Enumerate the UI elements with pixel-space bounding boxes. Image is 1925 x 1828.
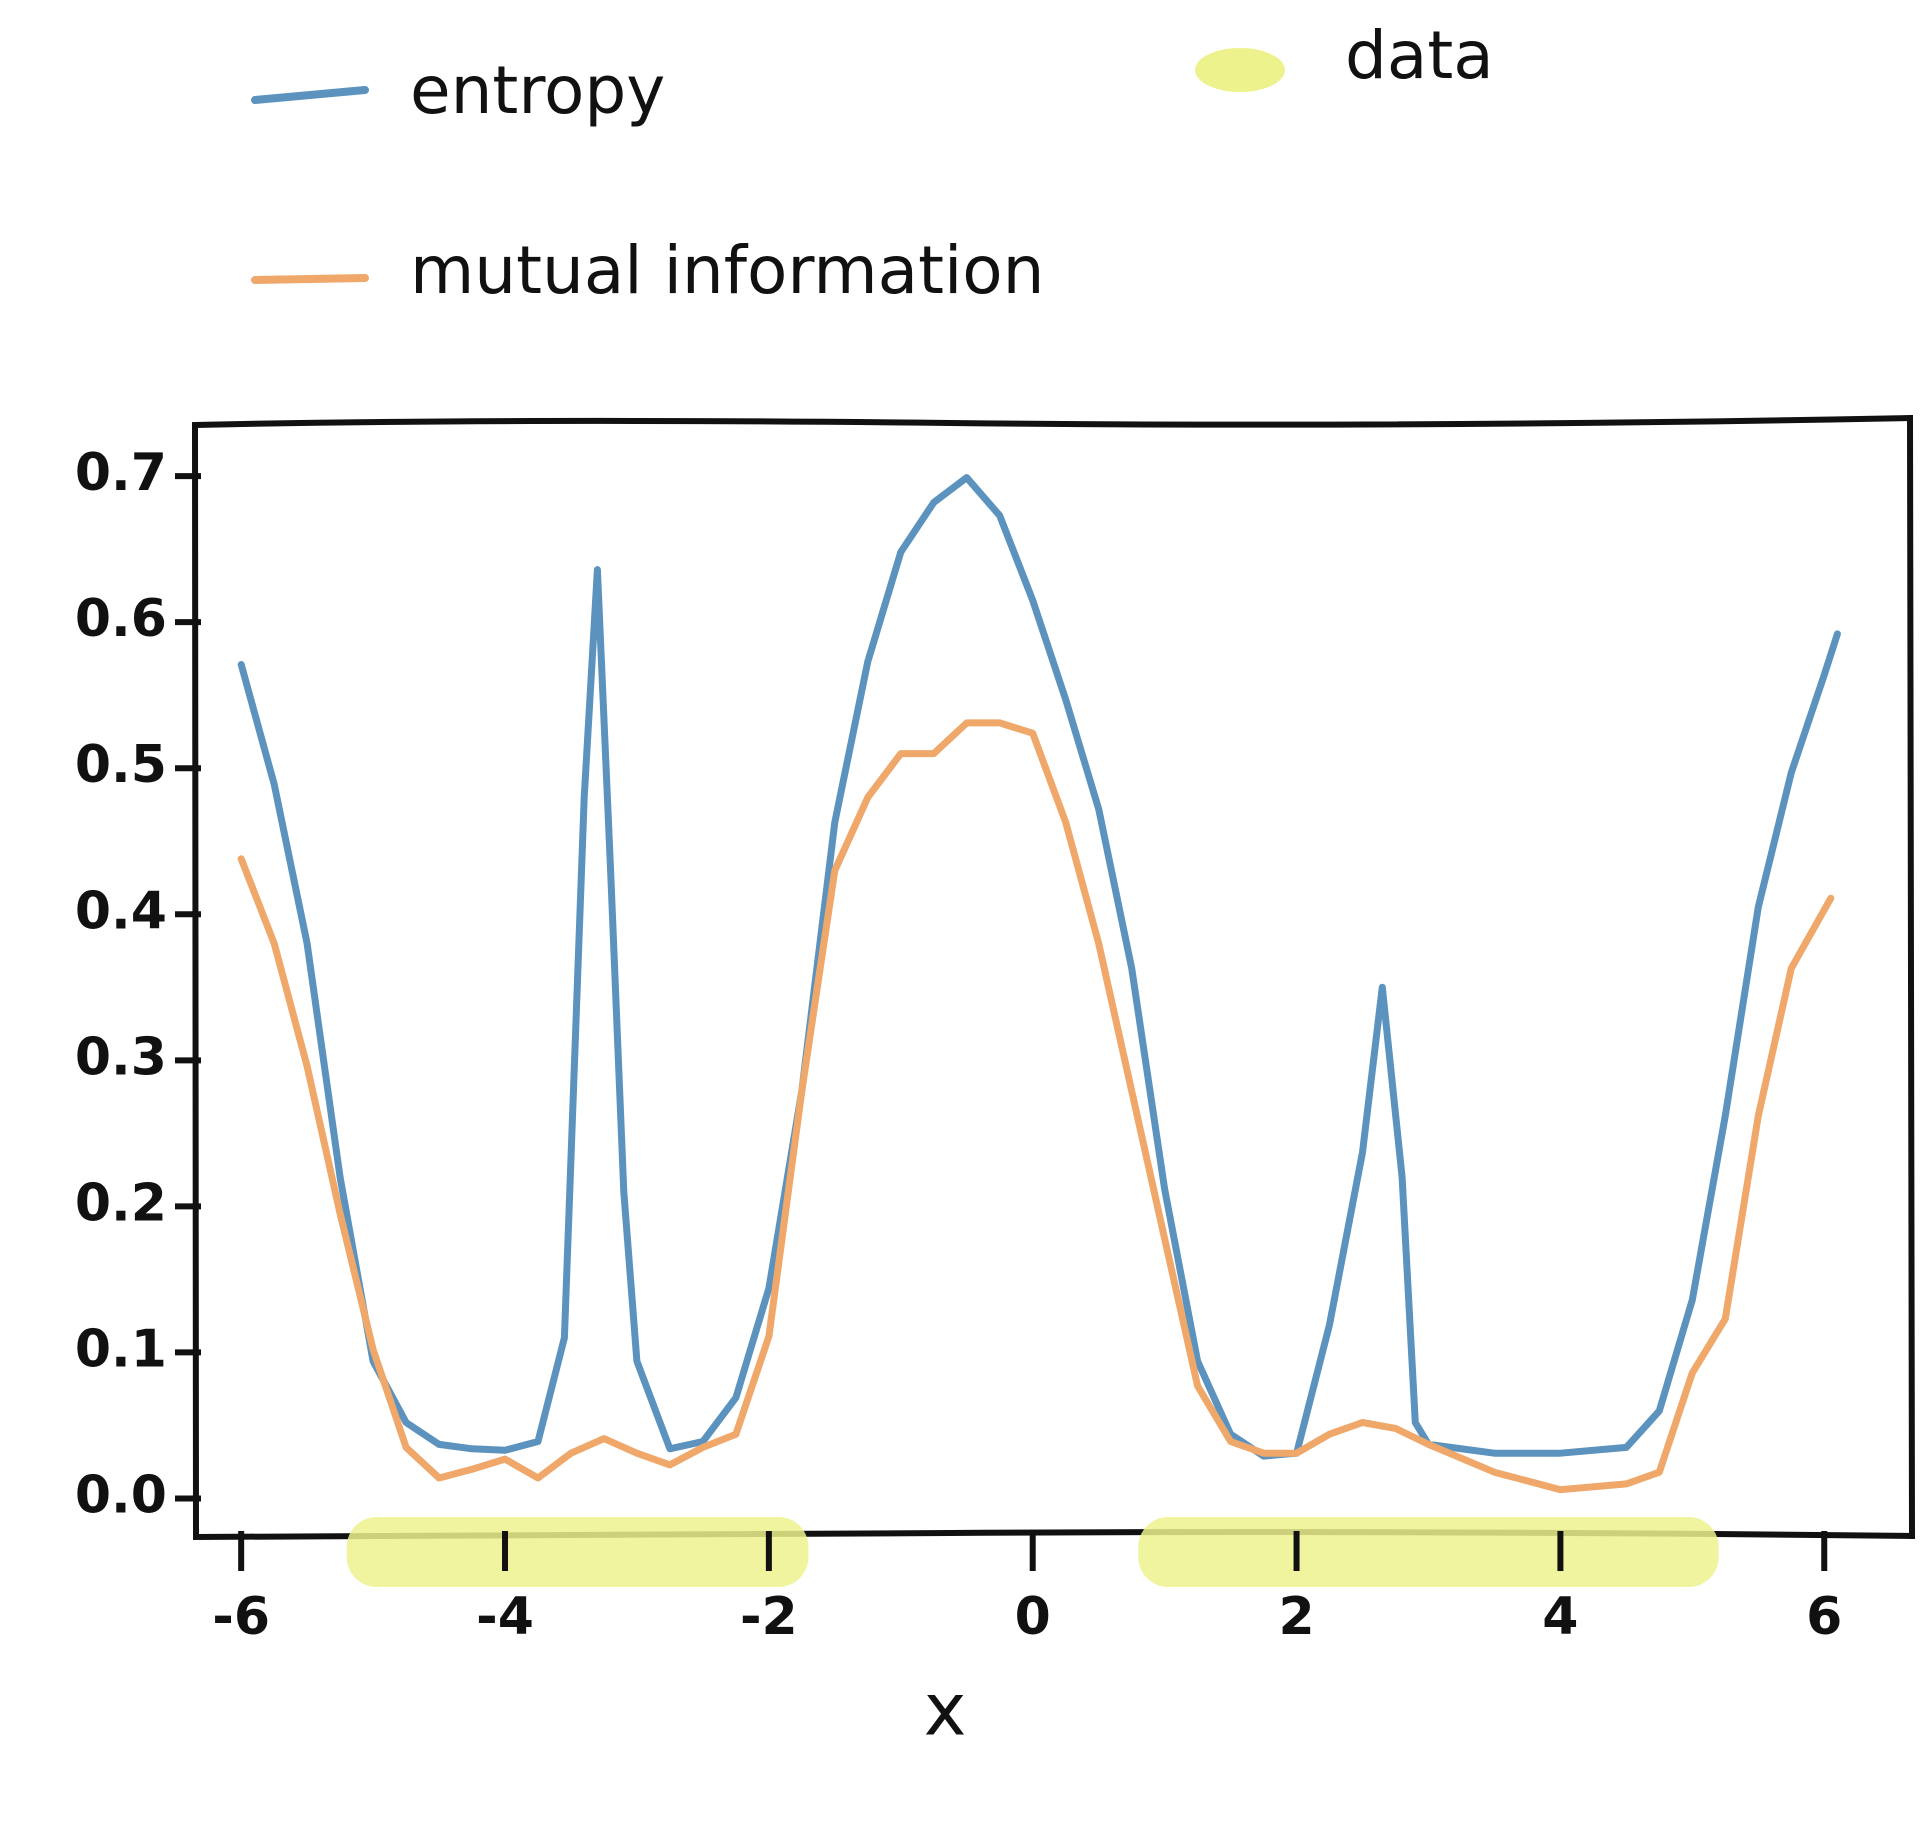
data-region — [346, 1517, 809, 1587]
y-tick-label: 0.7 — [75, 443, 167, 503]
y-tick-label: 0.4 — [75, 881, 167, 941]
y-tick-label: 0.3 — [75, 1027, 167, 1087]
x-tick-label: -2 — [740, 1587, 798, 1647]
x-tick-label: 2 — [1278, 1587, 1314, 1647]
x-tick-label: 0 — [1015, 1587, 1051, 1647]
legend-label: entropy — [410, 52, 665, 129]
y-tick-label: 0.1 — [75, 1319, 167, 1379]
x-tick-label: 6 — [1806, 1587, 1842, 1647]
data-region — [1138, 1517, 1719, 1587]
plot-frame — [191, 414, 1916, 1541]
legend-label: mutual information — [410, 232, 1045, 309]
y-tick-label: 0.6 — [75, 589, 167, 649]
legend-swatch — [251, 86, 369, 104]
y-tick-label: 0.2 — [75, 1173, 167, 1233]
x-tick-label: 4 — [1542, 1587, 1578, 1647]
x-tick-label: -4 — [476, 1587, 534, 1647]
x-axis-label: x — [924, 1668, 967, 1752]
series-line — [237, 474, 1841, 1460]
series-line — [237, 719, 1835, 1494]
legend-swatch — [251, 274, 369, 284]
legend-label: data — [1345, 17, 1494, 94]
legend-swatch — [1195, 48, 1285, 92]
y-tick-label: 0.5 — [75, 735, 167, 795]
y-tick-label: 0.0 — [75, 1465, 167, 1525]
x-tick-label: -6 — [212, 1587, 270, 1647]
